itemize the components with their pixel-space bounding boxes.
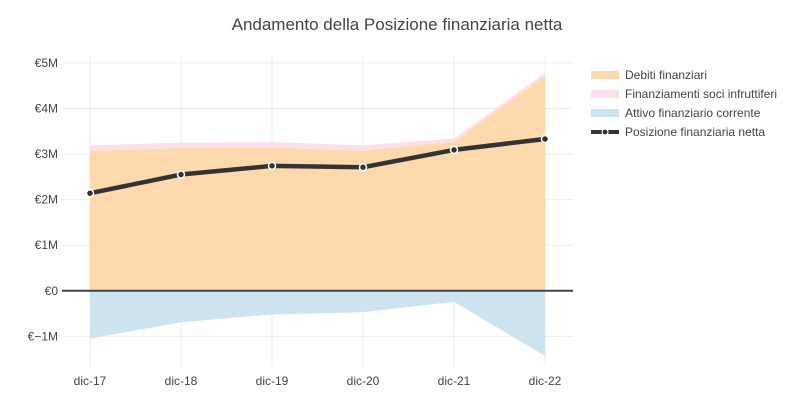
line-series — [85, 134, 550, 198]
y-tick-label: €−1M — [28, 329, 58, 343]
x-tick-label: dic-17 — [74, 374, 107, 388]
y-tick-label: €1M — [35, 238, 58, 252]
legend-swatch — [591, 90, 619, 98]
x-tick-label: dic-19 — [256, 374, 289, 388]
x-tick-label: dic-22 — [529, 374, 562, 388]
legend-label: Debiti finanziari — [625, 68, 707, 82]
legend-swatch — [591, 71, 619, 79]
line-posizione-netta — [87, 136, 548, 196]
area-series — [90, 72, 545, 356]
legend-item[interactable]: Attivo finanziario corrente — [591, 106, 761, 120]
legend-label: Finanziamenti soci infruttiferi — [625, 87, 777, 101]
legend-item[interactable]: Debiti finanziari — [591, 68, 707, 82]
legend-swatch — [591, 109, 619, 117]
y-tick-label: €3M — [35, 147, 58, 161]
y-tick-label: €4M — [35, 101, 58, 115]
legend-marker — [601, 128, 609, 136]
net-position-point[interactable] — [358, 162, 368, 172]
area-debiti-finanziari — [90, 75, 545, 291]
net-position-point[interactable] — [540, 134, 550, 144]
legend-label: Attivo finanziario corrente — [625, 106, 761, 120]
x-tick-label: dic-18 — [165, 374, 198, 388]
net-position-point[interactable] — [267, 161, 277, 171]
y-tick-label: €2M — [35, 193, 58, 207]
net-position-point[interactable] — [176, 170, 186, 179]
legend-item[interactable]: Posizione finanziaria netta — [591, 125, 765, 139]
y-tick-label: €0 — [45, 284, 59, 298]
legend-item[interactable]: Finanziamenti soci infruttiferi — [591, 87, 777, 101]
chart-title: Andamento della Posizione finanziaria ne… — [232, 15, 563, 34]
area-attivo-finanziario — [90, 290, 545, 356]
legend[interactable]: Debiti finanziari Finanziamenti soci infr… — [591, 68, 777, 139]
x-tick-label: dic-21 — [438, 374, 471, 388]
legend-label: Posizione finanziaria netta — [625, 125, 765, 139]
net-position-point[interactable] — [85, 188, 95, 198]
y-tick-label: €5M — [35, 56, 58, 70]
net-position-point[interactable] — [449, 145, 459, 155]
x-tick-label: dic-20 — [347, 374, 380, 388]
axes: €−1M €0 €1M €2M €3M €4M €5M dic-17 dic-18 dic-19 d… — [28, 56, 573, 388]
